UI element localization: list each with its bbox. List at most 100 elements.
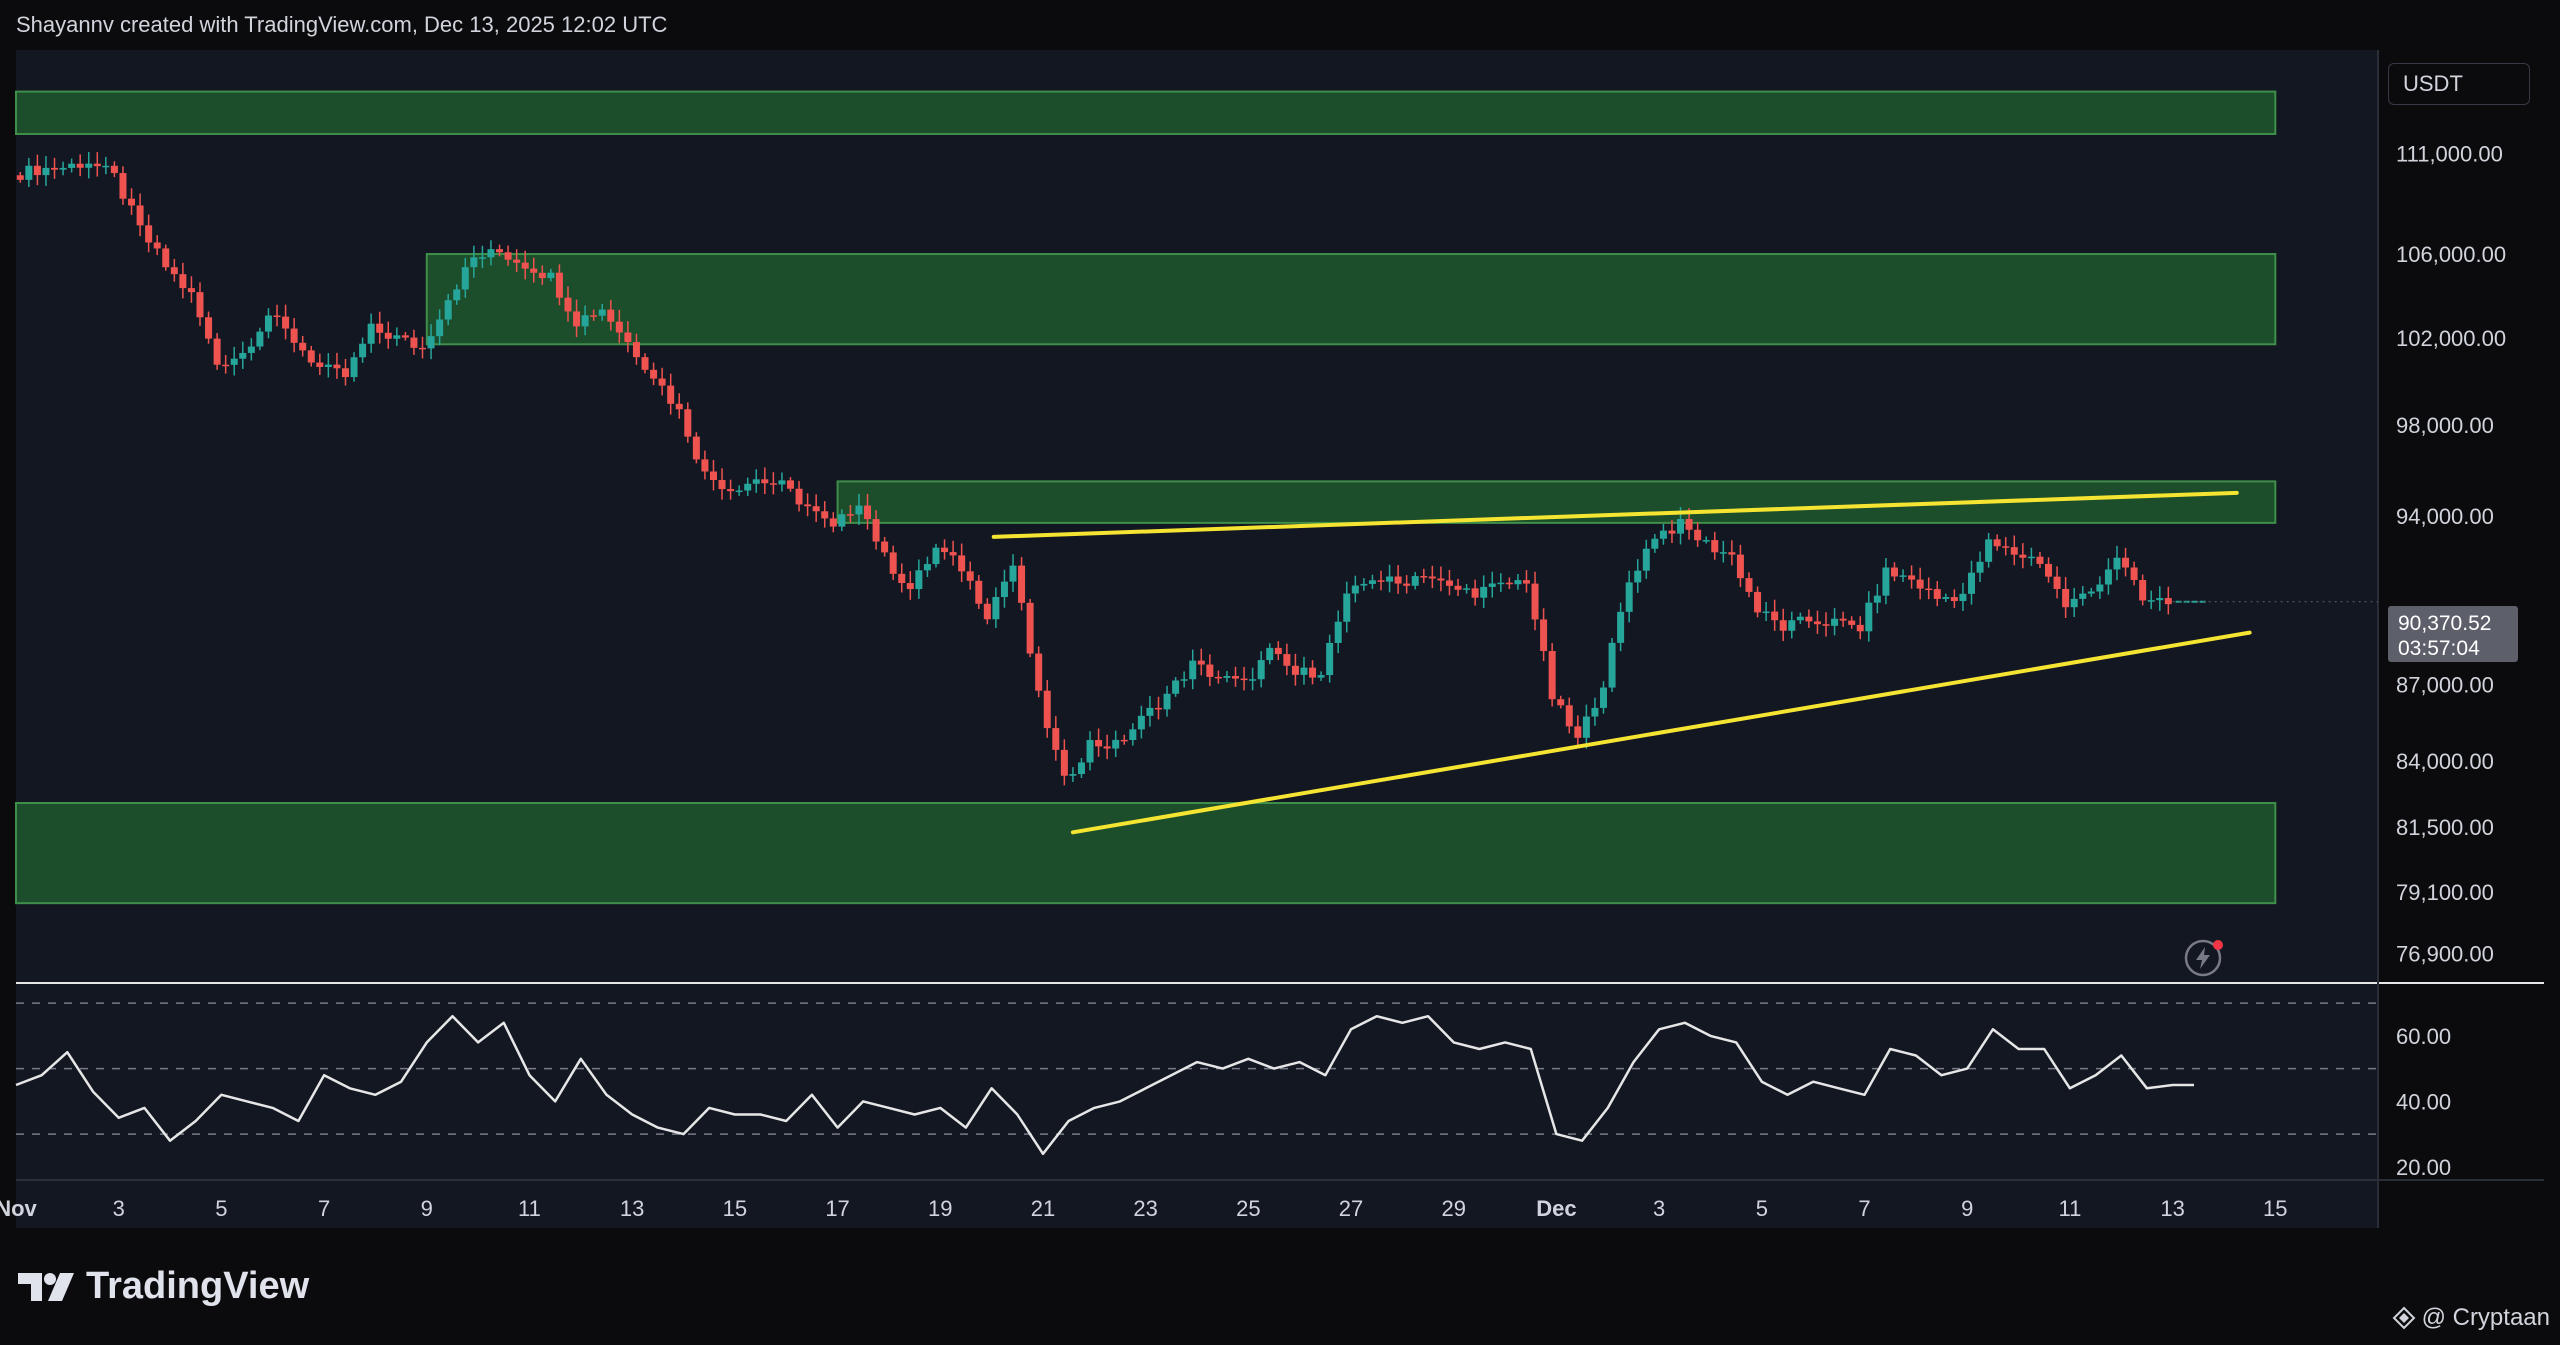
candle-body [2010, 547, 2018, 555]
candle [282, 304, 290, 340]
candle [1232, 666, 1240, 687]
candle [2096, 576, 2104, 599]
candle-body [684, 409, 692, 437]
candle [42, 155, 50, 186]
candle [1522, 570, 1530, 593]
candle [1967, 560, 1975, 605]
candle-body [2062, 588, 2070, 608]
candle-body [68, 163, 76, 168]
candle [2019, 543, 2027, 569]
candle-body [1522, 580, 1530, 584]
candle [581, 305, 589, 336]
candle-body [1831, 618, 1839, 626]
candle [735, 485, 743, 496]
trendline-resistance[interactable] [991, 490, 2239, 539]
candle-body [795, 488, 803, 505]
candle [1668, 520, 1676, 544]
candle-body [1411, 576, 1419, 586]
lightning-alert-icon[interactable] [2183, 936, 2227, 980]
candle [1702, 536, 1710, 544]
candle-body [1950, 597, 1958, 601]
candle [102, 156, 110, 175]
candle [1822, 612, 1830, 637]
candle-body [1736, 554, 1744, 579]
candle-body [333, 364, 341, 369]
candle [1497, 573, 1505, 592]
candle-body [145, 225, 153, 243]
candle [2104, 558, 2112, 595]
candle [898, 563, 906, 593]
candle-body [769, 483, 777, 485]
candle [1437, 566, 1445, 592]
candle [932, 543, 940, 568]
candle [2027, 547, 2035, 566]
candle-body [1702, 540, 1710, 542]
candle [350, 352, 358, 382]
candle [650, 362, 658, 386]
credit-text: @ Cryptaan [2421, 1304, 2550, 1331]
candle [1060, 739, 1068, 786]
candle-body [393, 335, 401, 339]
candle-body [1959, 593, 1967, 601]
candle [264, 308, 272, 339]
candle-body [436, 319, 444, 337]
candle [949, 540, 957, 566]
candle-body [881, 541, 889, 553]
time-tick-label: 13 [620, 1196, 644, 1221]
candle-body [1334, 621, 1342, 643]
candle [170, 258, 178, 282]
candle-body [1146, 707, 1154, 716]
candle-body [1283, 654, 1291, 666]
candle-body [555, 272, 563, 298]
candle-body [727, 489, 735, 492]
candle-body [941, 547, 949, 553]
candle [1035, 646, 1043, 698]
candle [2113, 545, 2121, 581]
candle [341, 358, 349, 386]
candle [538, 265, 546, 285]
candle [1172, 677, 1180, 697]
trendline-support[interactable] [1070, 630, 2252, 835]
candle-body [162, 248, 170, 268]
candle [744, 477, 752, 497]
support-resistance-zones [15, 90, 2277, 905]
candle [983, 598, 991, 625]
candle [222, 355, 230, 374]
candle-body [239, 352, 247, 359]
candle-body [2019, 554, 2027, 558]
candle [436, 309, 444, 346]
candle [1694, 522, 1702, 547]
last-price-label: 90,370.52 03:57:04 [2388, 606, 2518, 662]
candle-body [2045, 563, 2053, 577]
watermark-credit: @ Cryptaan [2392, 1304, 2550, 1332]
candle-body [230, 358, 238, 365]
candle-body [1531, 583, 1539, 620]
candle [1283, 643, 1291, 676]
candle [1557, 695, 1565, 709]
candle-body [1343, 593, 1351, 622]
trendlines[interactable] [991, 490, 2252, 835]
candle [795, 480, 803, 512]
candle [975, 575, 983, 609]
candle-body [1189, 660, 1197, 680]
candle-body [384, 332, 392, 339]
candle [324, 353, 332, 378]
candle [2087, 587, 2095, 597]
tradingview-brand[interactable]: TradingView [18, 1265, 309, 1308]
candle [1197, 648, 1205, 676]
candle [521, 250, 529, 280]
candle-body [102, 165, 110, 168]
candle [573, 299, 581, 338]
currency-selector[interactable]: USDT [2388, 63, 2530, 105]
candle-body [761, 479, 769, 484]
candle [1009, 554, 1017, 592]
candle-body [1813, 621, 1821, 625]
candle-body [906, 583, 914, 590]
tradingview-logo-text: TradingView [86, 1265, 310, 1307]
candle-body [1788, 620, 1796, 631]
rsi-line [15, 1014, 2194, 1156]
candle-body [59, 167, 67, 170]
candle-body [1154, 707, 1162, 710]
candle-body [1214, 676, 1222, 679]
